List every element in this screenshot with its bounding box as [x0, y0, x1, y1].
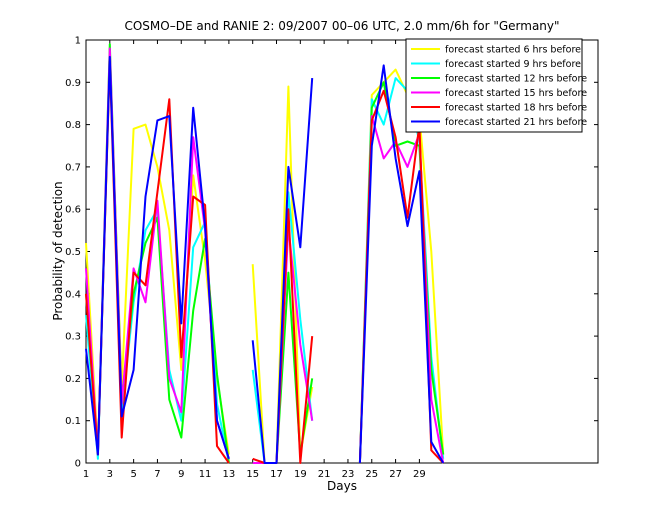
- series-line-6: [85, 55, 445, 464]
- x-tick-label: 1: [83, 469, 89, 480]
- x-tick-label: 15: [246, 469, 259, 480]
- x-tick-label: 25: [365, 469, 378, 480]
- y-axis-label: Probability of detection: [51, 181, 65, 320]
- y-tick-label: 1: [75, 36, 81, 47]
- x-axis-label: Days: [327, 479, 357, 493]
- x-tick-label: 5: [130, 469, 136, 480]
- x-tick-label: 21: [318, 469, 331, 480]
- legend-box: [405, 38, 583, 133]
- y-tick-label: 0.3: [65, 332, 81, 343]
- y-tick-label: 0.1: [65, 416, 81, 427]
- x-tick-label: 9: [178, 469, 184, 480]
- x-tick-label: 27: [389, 469, 402, 480]
- x-tick-label: 13: [223, 469, 236, 480]
- legend: forecast started 6 hrs before forecast st…: [405, 38, 587, 133]
- legend-entry-6: forecast started 21 hrs before: [445, 117, 587, 128]
- legend-entry-3: forecast started 12 hrs before: [445, 74, 587, 85]
- legend-entry-4: forecast started 15 hrs before: [445, 88, 587, 99]
- x-tick-label: 23: [342, 469, 355, 480]
- y-tick-label: 0.6: [65, 205, 81, 216]
- legend-entry-2: forecast started 9 hrs before: [445, 59, 581, 70]
- x-tick-label: 11: [199, 469, 212, 480]
- legend-entry-1: forecast started 6 hrs before: [445, 45, 581, 56]
- y-tick-label: 0.5: [65, 247, 81, 258]
- y-tick-label: 0.7: [65, 162, 81, 173]
- y-tick-label: 0.4: [65, 289, 81, 300]
- y-tick-label: 0.9: [65, 78, 81, 89]
- legend-entry-5: forecast started 18 hrs before: [445, 103, 587, 114]
- x-tick-label: 29: [413, 469, 426, 480]
- y-tick-label: 0.8: [65, 120, 81, 131]
- x-tick-label: 17: [270, 469, 283, 480]
- x-tick-label: 7: [154, 469, 160, 480]
- y-tick-label: 0: [75, 459, 81, 470]
- x-tick-label: 3: [107, 469, 113, 480]
- y-tick-label: 0.2: [65, 374, 81, 385]
- x-tick-label: 19: [294, 469, 307, 480]
- plot-area: 1 3 5 7 9 11 13 15 17 19 21 23 25 27 2900.10.20.30.40.…: [65, 36, 599, 480]
- chart-title: COSMO–DE and RANIE 2: 09/2007 00–06 UTC,…: [124, 19, 559, 33]
